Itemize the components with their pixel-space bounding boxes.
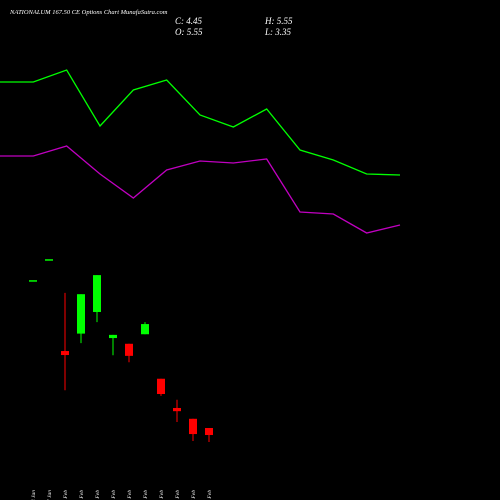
x-tick-label: 09 Feb <box>143 490 149 500</box>
x-tick-label: 27 Jan <box>47 490 53 500</box>
candle-body <box>189 418 197 435</box>
candle-body <box>61 351 69 356</box>
x-tick-label: 05 Feb <box>111 490 117 500</box>
candle-body <box>157 378 165 395</box>
x-tick-label: 02 Feb <box>79 490 85 500</box>
high-text: H: 5.55 <box>264 16 293 26</box>
x-tick-label: 24 Jan <box>30 490 37 500</box>
candle-body <box>45 259 53 261</box>
candle-body <box>109 334 117 339</box>
indicator-line <box>0 145 401 234</box>
x-tick-label: 06 Feb <box>127 490 133 500</box>
chart-title: NATIONALUM 167.50 CE Options Chart Munaf… <box>9 9 168 16</box>
candle-body <box>205 428 213 436</box>
candle-body <box>93 275 101 312</box>
indicator-line <box>0 69 401 176</box>
candle-body <box>173 407 181 412</box>
close-text: C: 4.45 <box>175 16 203 26</box>
x-tick-label: 17 Feb <box>191 490 197 500</box>
x-tick-label: 01 Feb <box>63 490 69 500</box>
x-tick-label: 03 Feb <box>95 490 101 500</box>
x-tick-label: 18 Feb <box>207 490 213 500</box>
candle-body <box>125 343 133 356</box>
x-tick-label: 13 Feb <box>159 490 165 500</box>
open-text: O: 5.55 <box>175 27 203 37</box>
candle-body <box>29 280 37 282</box>
candle-body <box>141 324 149 335</box>
candle-body <box>77 294 85 334</box>
x-tick-label: 16 Feb <box>175 490 181 500</box>
low-text: L: 3.35 <box>264 27 292 37</box>
